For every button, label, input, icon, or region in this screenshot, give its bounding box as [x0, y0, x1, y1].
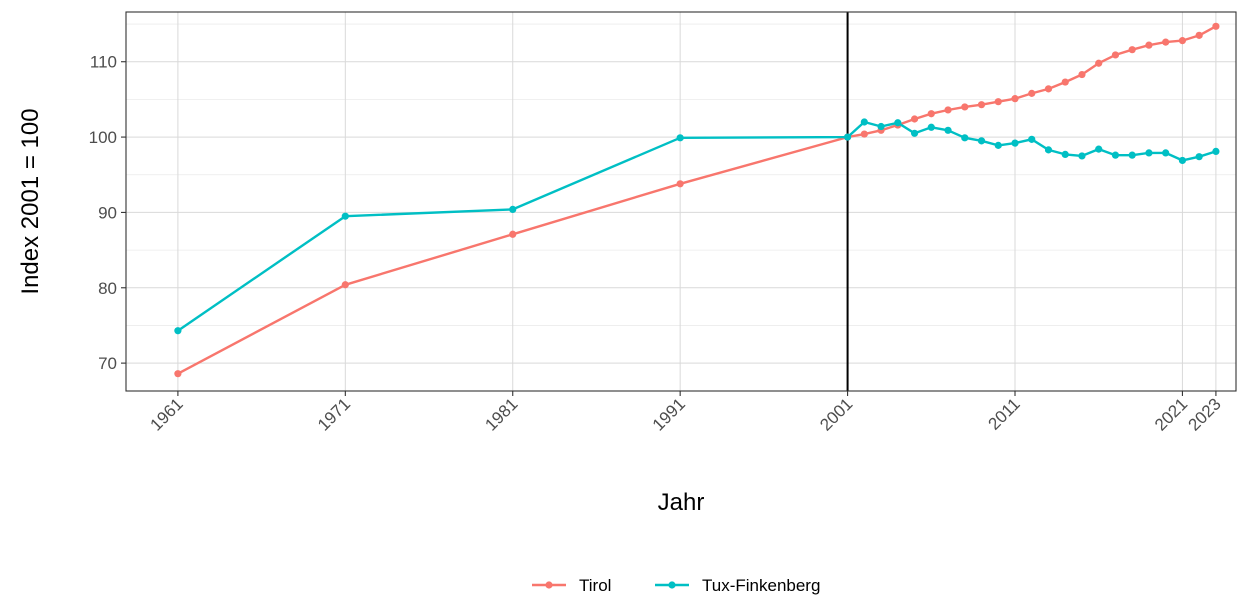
- data-point: [1128, 151, 1136, 159]
- data-point: [860, 130, 868, 138]
- data-point: [1178, 156, 1187, 165]
- data-point: [1095, 145, 1103, 153]
- x-tick-label: 1981: [481, 394, 521, 434]
- data-point: [1111, 151, 1120, 159]
- series-2: [174, 118, 1220, 335]
- legend-label: Tux-Finkenberg: [702, 576, 820, 595]
- data-point: [1061, 78, 1069, 86]
- data-point: [676, 180, 684, 188]
- axes: 70 80 90 100 110 1961 1971 1981 1991 2001 2011 2021…: [89, 53, 1225, 435]
- data-point: [1195, 31, 1203, 39]
- data-point: [1044, 85, 1053, 93]
- data-point: [1162, 38, 1170, 46]
- data-point: [1195, 153, 1203, 161]
- series-line: [177, 25, 1217, 375]
- data-point: [910, 129, 919, 137]
- data-point: [1028, 135, 1036, 143]
- grid: [126, 12, 1236, 391]
- legend-key-point: [668, 581, 676, 589]
- data-point: [509, 230, 517, 238]
- x-tick-label: 2023: [1185, 394, 1225, 434]
- data-point: [1078, 70, 1086, 79]
- data-point: [1061, 150, 1069, 159]
- data-point: [341, 212, 349, 220]
- x-axis-title: Jahr: [658, 489, 705, 516]
- legend-key-point: [545, 581, 553, 589]
- data-point: [1212, 147, 1220, 155]
- data-point: [1111, 51, 1120, 59]
- x-tick-label: 2001: [816, 394, 856, 434]
- legend-item-1: Tirol: [532, 576, 611, 595]
- data-point: [341, 281, 349, 289]
- legend-label: Tirol: [579, 576, 611, 595]
- data-point: [961, 134, 969, 142]
- data-point: [877, 122, 885, 131]
- panel-border: [125, 11, 1237, 392]
- data-point: [944, 126, 952, 134]
- series-group: [174, 22, 1220, 378]
- data-point: [174, 370, 182, 378]
- x-tick-label: 1961: [147, 394, 187, 434]
- x-tick-label: 1971: [314, 394, 354, 434]
- y-tick-label: 70: [98, 354, 117, 373]
- data-point: [1011, 139, 1019, 147]
- series-1: [174, 22, 1220, 378]
- data-point: [1128, 46, 1136, 54]
- data-point: [894, 119, 902, 127]
- data-point: [676, 134, 684, 142]
- data-point: [1044, 146, 1053, 154]
- y-axis-title: Index 2001 = 100: [17, 108, 44, 294]
- data-point: [910, 115, 919, 123]
- data-point: [1078, 152, 1086, 160]
- data-point: [1145, 149, 1153, 157]
- data-point: [860, 118, 868, 126]
- data-point: [927, 110, 935, 118]
- data-point: [994, 98, 1002, 106]
- x-tick-label: 2021: [1151, 394, 1191, 434]
- data-point: [977, 137, 986, 145]
- data-point: [174, 327, 182, 335]
- data-point: [1145, 41, 1153, 49]
- data-point: [843, 133, 852, 141]
- y-tick-label: 100: [89, 128, 117, 147]
- x-tick-label: 2011: [985, 394, 1024, 433]
- legend: Tirol Tux-Finkenberg: [532, 576, 820, 595]
- data-point: [927, 123, 935, 131]
- data-point: [944, 106, 952, 114]
- legend-item-2: Tux-Finkenberg: [655, 576, 820, 595]
- data-point: [1212, 22, 1220, 30]
- y-tick-label: 90: [98, 203, 117, 222]
- data-point: [961, 103, 969, 111]
- data-point: [509, 205, 517, 214]
- data-point: [994, 141, 1002, 149]
- data-point: [1162, 149, 1170, 157]
- data-point: [1028, 89, 1036, 97]
- data-point: [977, 101, 986, 109]
- x-tick-label: 1991: [649, 394, 689, 434]
- data-point: [1095, 59, 1103, 67]
- data-point: [1011, 95, 1019, 103]
- y-tick-label: 110: [90, 53, 117, 72]
- series-line: [177, 120, 1217, 332]
- y-tick-label: 80: [98, 279, 117, 298]
- data-point: [1178, 37, 1187, 45]
